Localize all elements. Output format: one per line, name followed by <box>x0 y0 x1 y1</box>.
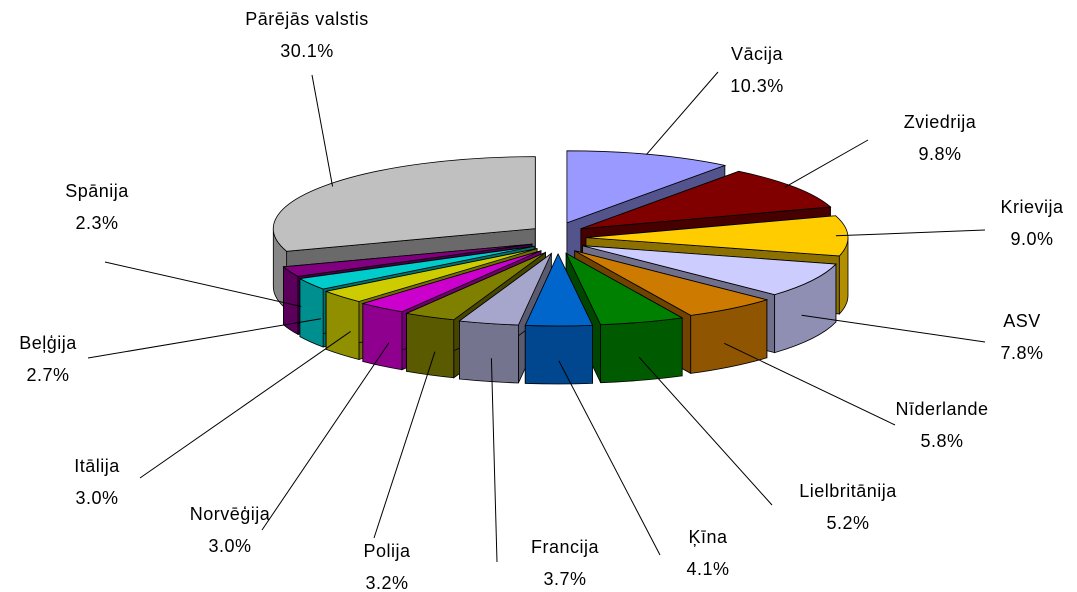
slice-label: Krievija <box>1000 197 1064 217</box>
slice-value-label: 7.8% <box>1000 343 1043 363</box>
leader-line <box>87 318 322 359</box>
slice-wall <box>406 312 455 379</box>
slice-value-label: 4.1% <box>686 559 729 579</box>
leader-line <box>835 229 986 237</box>
slice-value-label: 3.7% <box>543 569 586 589</box>
slice-label: Pārējās valstis <box>245 9 369 29</box>
slice-value-label: 9.0% <box>1010 229 1053 249</box>
slice-wall <box>325 290 360 360</box>
leader-line <box>139 330 351 479</box>
slice <box>566 150 727 224</box>
slice-label: Ķīna <box>688 527 728 547</box>
slice-value-label: 9.8% <box>918 144 961 164</box>
slice <box>580 170 832 230</box>
slice-label: Spānija <box>65 181 129 201</box>
slice-value-label: 3.0% <box>208 536 251 556</box>
slice-value-label: 3.2% <box>365 573 408 592</box>
slice-label: Nīderlande <box>895 399 988 419</box>
slice-label: ASV <box>1003 311 1041 331</box>
slice-wall <box>362 302 403 371</box>
slice-label: Itālija <box>74 456 120 476</box>
leader-line <box>311 74 334 187</box>
slice-label: Polija <box>363 541 411 561</box>
slice <box>582 245 837 296</box>
slice-wall <box>459 320 519 384</box>
slice <box>298 245 535 290</box>
slice <box>405 251 546 321</box>
slice-value-label: 5.2% <box>826 513 869 533</box>
leader-line <box>724 342 896 426</box>
slice-value-label: 2.7% <box>26 365 69 385</box>
slice-label: Zviedrija <box>904 112 977 132</box>
slice-value-label: 10.3% <box>730 76 784 96</box>
slice-wall <box>600 317 683 384</box>
slice-value-label: 5.8% <box>920 431 963 451</box>
slice-label: Francija <box>531 537 600 557</box>
leader-line <box>646 71 719 155</box>
leader-line <box>261 342 390 531</box>
slice <box>282 243 533 277</box>
slice <box>272 156 536 252</box>
slice <box>324 248 538 302</box>
leader-line <box>558 360 661 556</box>
slice <box>565 252 684 326</box>
slice-value-label: 30.1% <box>280 41 334 61</box>
slice-value-label: 2.3% <box>75 213 118 233</box>
slice-value-label: 3.0% <box>75 488 118 508</box>
leader-line <box>801 314 986 343</box>
leader-line <box>104 261 302 307</box>
slice-wall <box>299 277 324 348</box>
slice-label: Lielbritānija <box>799 481 897 501</box>
leader-line <box>784 139 869 188</box>
slice-label: Norvēģija <box>190 504 271 524</box>
slice-label: Beļģija <box>19 333 77 353</box>
slice <box>524 253 594 327</box>
slice <box>361 250 542 313</box>
slice <box>574 250 769 316</box>
slice-label: Vācija <box>731 44 784 64</box>
slice <box>458 252 553 326</box>
leader-line <box>638 356 773 506</box>
leader-line <box>490 358 498 563</box>
slice-wall <box>524 324 593 385</box>
leader-line <box>373 351 436 539</box>
